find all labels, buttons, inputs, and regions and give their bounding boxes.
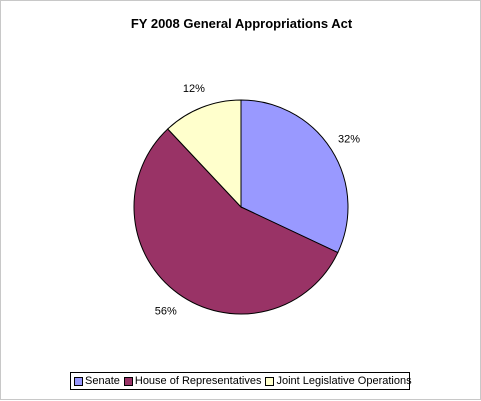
pie-label-house: 56%	[155, 306, 177, 318]
pie-slice-senate	[240, 99, 349, 254]
legend-item-house: House of Representatives	[123, 375, 262, 387]
legend-swatch-house	[123, 376, 133, 386]
legend: Senate House of Representatives Joint Le…	[70, 372, 412, 390]
legend-label-joint: Joint Legislative Operations	[276, 375, 412, 387]
legend-swatch-senate	[74, 376, 83, 386]
legend-label-senate: Senate	[85, 375, 120, 387]
pie-slice-joint	[167, 99, 242, 209]
legend-swatch-joint	[265, 376, 275, 386]
pie-label-joint: 12%	[183, 83, 205, 95]
legend-item-joint: Joint Legislative Operations	[265, 375, 412, 387]
legend-item-senate: Senate	[74, 375, 120, 387]
legend-label-house: House of Representatives	[134, 375, 262, 387]
pie-slice-house	[133, 128, 339, 315]
chart-title: FY 2008 General Appropriations Act	[130, 16, 353, 31]
pie-label-senate: 32%	[338, 133, 360, 145]
